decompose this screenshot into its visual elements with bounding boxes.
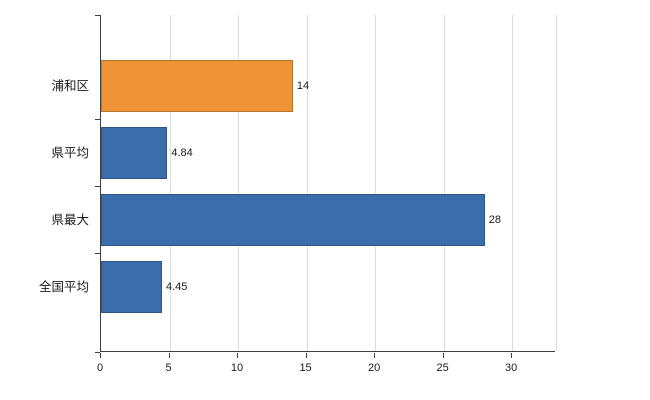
x-axis-tick [100, 353, 101, 358]
gridline [375, 15, 377, 351]
category-label: 全国平均 [38, 279, 89, 294]
x-axis-tick-label: 30 [505, 362, 518, 374]
x-axis-tick [442, 353, 444, 358]
bar-value-label: 14 [296, 79, 310, 92]
gridline [556, 15, 557, 351]
gridline [238, 15, 240, 351]
category-label: 浦和区 [51, 78, 89, 93]
x-axis-tick-label: 20 [367, 362, 381, 374]
x-axis-tick-label: 25 [436, 362, 449, 374]
bar-3 [101, 260, 162, 313]
x-axis-tick-label: 10 [230, 362, 244, 374]
bar-value-label: 4.84 [171, 146, 193, 159]
gridline [306, 15, 308, 351]
x-axis-tick-label: 15 [299, 362, 312, 374]
x-axis-tick-label: 0 [96, 362, 104, 374]
gridline [443, 15, 445, 351]
x-axis-tick-label: 5 [165, 362, 172, 374]
y-axis-tick [95, 119, 100, 120]
category-label: 県平均 [51, 145, 89, 160]
bar-value-label: 4.45 [165, 280, 188, 293]
bar-2 [101, 193, 485, 246]
bar-1 [101, 126, 168, 179]
y-axis-tick [95, 186, 100, 187]
y-axis-tick [95, 253, 100, 254]
x-axis-tick [305, 353, 307, 358]
y-axis-tick [95, 15, 100, 16]
bar-value-label: 28 [488, 213, 501, 226]
x-axis-tick [237, 353, 239, 358]
x-axis-tick [511, 353, 513, 358]
bar-0 [101, 59, 293, 112]
plot-area: 14 4.84 28 4.45 [100, 15, 557, 352]
gridline [169, 15, 171, 351]
x-axis-tick [168, 353, 170, 358]
x-axis-tick [374, 353, 376, 358]
category-label: 県最大 [51, 212, 89, 227]
y-axis-tick [95, 352, 100, 353]
gridline [512, 15, 514, 351]
